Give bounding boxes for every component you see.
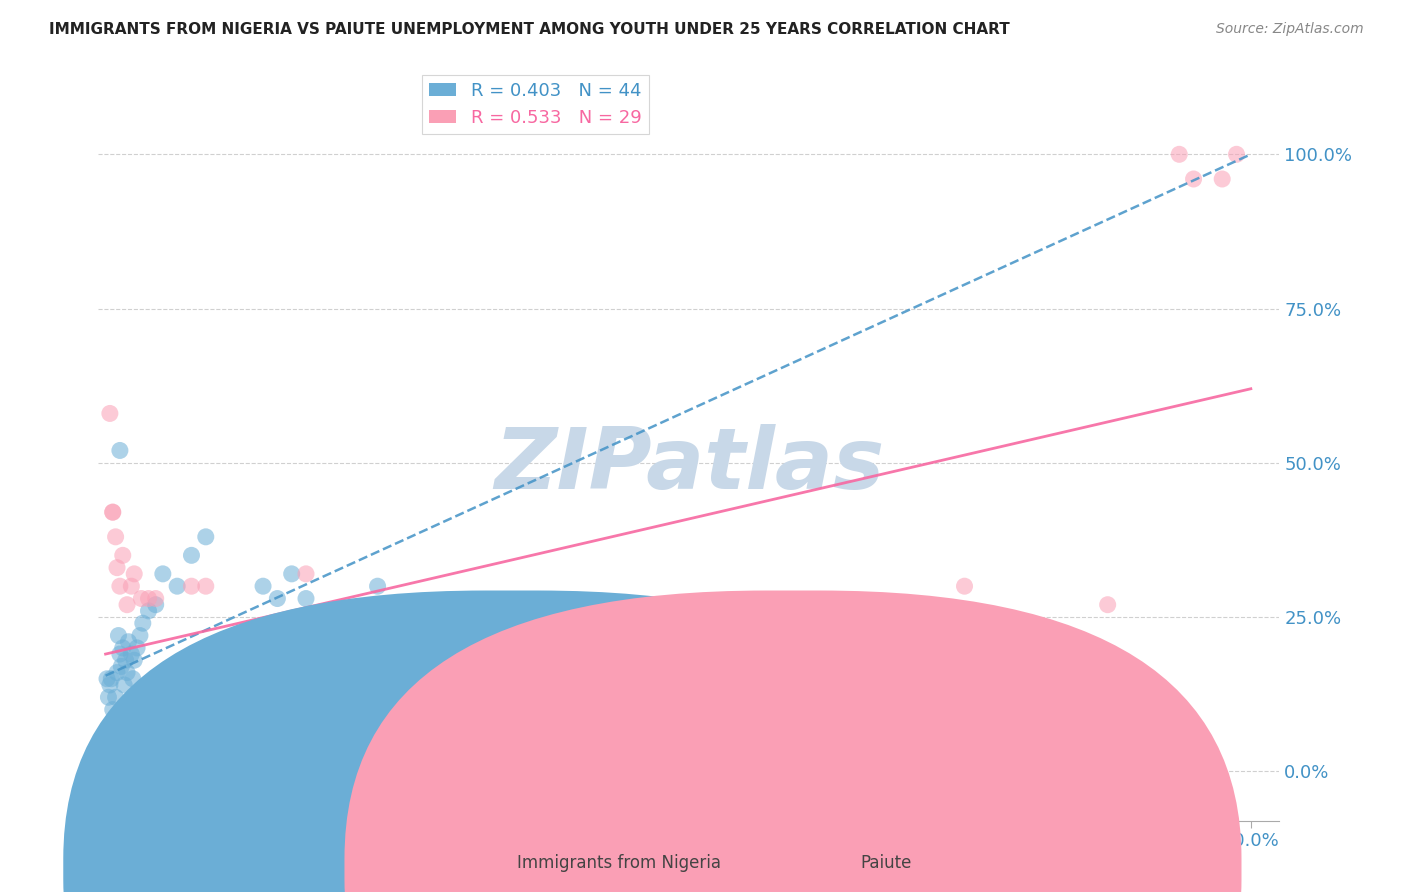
Point — [122, 653, 145, 667]
Text: Immigrants from Nigeria: Immigrants from Nigeria — [516, 855, 721, 872]
Point — [131, 591, 153, 606]
Point — [107, 629, 129, 643]
Point — [105, 665, 128, 680]
Point — [194, 530, 217, 544]
Point — [238, 678, 260, 692]
Text: Paiute: Paiute — [860, 855, 911, 872]
Point — [166, 579, 188, 593]
Point — [1168, 147, 1191, 161]
Point — [117, 634, 139, 648]
Point — [125, 640, 148, 655]
Point — [103, 714, 125, 729]
Point — [104, 530, 127, 544]
Point — [180, 549, 202, 563]
Point — [395, 629, 418, 643]
Point — [112, 678, 135, 692]
Point — [381, 721, 404, 735]
Point — [224, 690, 246, 705]
Point — [295, 566, 318, 581]
Point — [266, 591, 288, 606]
Point — [437, 733, 460, 747]
Point — [367, 579, 389, 593]
Point — [409, 653, 432, 667]
Point — [111, 640, 134, 655]
Point — [120, 647, 142, 661]
Point — [115, 598, 138, 612]
Point — [423, 672, 446, 686]
Point — [1225, 147, 1247, 161]
Point — [266, 640, 288, 655]
Point — [666, 721, 689, 735]
Point — [101, 505, 124, 519]
Point — [252, 579, 274, 593]
Point — [1182, 172, 1205, 186]
Point — [129, 629, 152, 643]
Point — [152, 672, 174, 686]
Point — [121, 672, 143, 686]
Point — [108, 579, 131, 593]
Point — [98, 407, 121, 421]
Point — [295, 591, 318, 606]
Text: IMMIGRANTS FROM NIGERIA VS PAIUTE UNEMPLOYMENT AMONG YOUTH UNDER 25 YEARS CORREL: IMMIGRANTS FROM NIGERIA VS PAIUTE UNEMPL… — [49, 22, 1010, 37]
Point — [114, 653, 136, 667]
Point — [209, 703, 232, 717]
Point — [145, 591, 167, 606]
Point — [108, 443, 131, 458]
Point — [104, 690, 127, 705]
Point — [152, 566, 174, 581]
Point — [381, 610, 404, 624]
Point — [101, 505, 124, 519]
Point — [132, 616, 155, 631]
Point — [138, 591, 160, 606]
Point — [101, 703, 124, 717]
Point — [98, 678, 121, 692]
Point — [1097, 598, 1119, 612]
Point — [100, 672, 122, 686]
Point — [595, 721, 617, 735]
Point — [110, 659, 132, 673]
Point — [120, 579, 142, 593]
Point — [495, 690, 517, 705]
Point — [138, 604, 160, 618]
Point — [194, 579, 217, 593]
Point — [115, 665, 138, 680]
Point — [810, 721, 832, 735]
Point — [145, 598, 167, 612]
Point — [280, 566, 302, 581]
Text: ZIPatlas: ZIPatlas — [494, 424, 884, 507]
Point — [953, 579, 976, 593]
Text: Source: ZipAtlas.com: Source: ZipAtlas.com — [1216, 22, 1364, 37]
Point — [97, 690, 120, 705]
Point — [105, 560, 128, 574]
Point — [180, 579, 202, 593]
Point — [1211, 172, 1233, 186]
Point — [108, 647, 131, 661]
Legend: R = 0.403   N = 44, R = 0.533   N = 29: R = 0.403 N = 44, R = 0.533 N = 29 — [422, 75, 648, 134]
Point — [111, 549, 134, 563]
Point — [173, 703, 195, 717]
Point — [122, 566, 145, 581]
Point — [96, 672, 118, 686]
Point — [166, 672, 188, 686]
